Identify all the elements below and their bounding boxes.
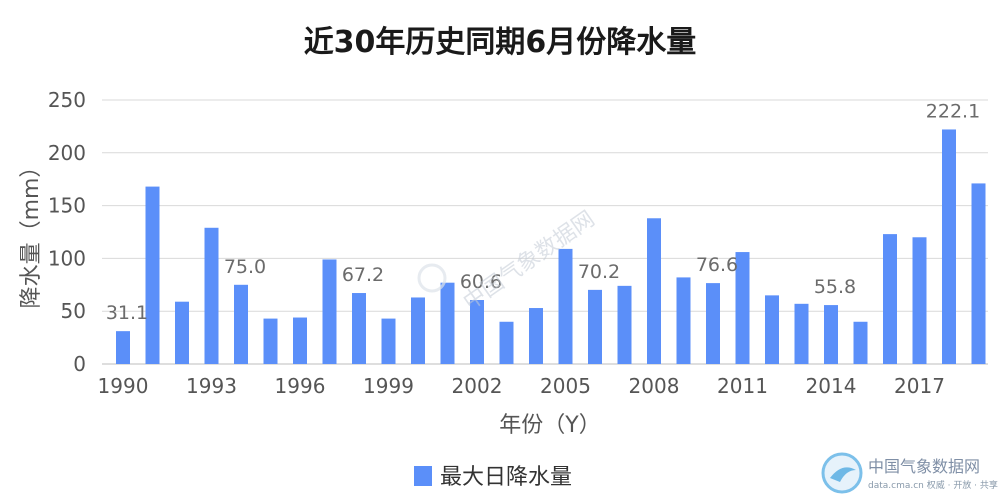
bar-2008 [647,218,661,364]
bars [116,129,986,364]
data-label: 31.1 [106,302,148,324]
data-label: 70.2 [578,261,620,283]
y-tick-label: 250 [48,88,86,112]
y-axis-title: 降水量（mm） [19,156,44,309]
brand-url: data.cma.cn 权威 · 开放 · 共享 [868,479,998,491]
x-tick-label: 2002 [452,374,503,398]
bar-2004 [529,308,543,364]
bar-1997 [322,259,337,364]
bar-2013 [794,303,809,364]
data-label: 60.6 [460,271,502,293]
bar-2018 [942,129,956,364]
bar-2014 [824,305,838,364]
x-axis-ticks: 1990 1993 1996 1999 2002 2005 2008 2011 2014 2017 [98,374,945,398]
watermark-brand: 中国气象数据网 data.cma.cn 权威 · 开放 · 共享 [821,452,998,494]
y-axis-ticks: 0 50 100 150 200 250 [48,88,86,376]
bar-2006 [588,289,602,364]
brand-name: 中国气象数据网 [868,457,980,476]
bar-1998 [352,293,366,364]
bar-2002 [470,300,484,364]
y-tick-label: 200 [48,141,86,165]
bar-1991 [145,186,160,364]
bar-2019 [971,183,986,364]
bar-1996 [293,317,307,364]
y-tick-label: 100 [48,246,86,270]
data-label: 55.8 [814,276,856,298]
bar-2010 [706,283,720,364]
data-label: 75.0 [224,256,266,278]
data-label: 76.6 [696,254,738,276]
x-tick-label: 1999 [363,374,414,398]
legend-swatch [414,466,432,486]
chart-title: 近30年历史同期6月份降水量 [304,25,697,60]
x-tick-label: 1990 [98,374,149,398]
bar-2017 [912,237,927,364]
y-tick-label: 50 [61,299,86,323]
data-labels: 31.1 75.0 67.2 60.6 70.2 76.6 55.8 222.1 [106,100,980,324]
x-tick-label: 2008 [629,374,680,398]
bar-2000 [411,297,425,364]
bar-2001 [440,282,455,364]
bar-2016 [883,234,897,364]
bar-2005 [558,248,573,364]
bar-2012 [765,295,779,364]
data-label: 222.1 [926,100,980,122]
bar-2011 [735,252,750,364]
x-tick-label: 2014 [806,374,857,398]
y-tick-label: 0 [73,352,86,376]
bar-1990 [116,331,130,364]
x-tick-label: 2011 [717,374,768,398]
legend-label: 最大日降水量 [440,465,572,490]
bar-2009 [676,277,691,364]
bar-1992 [175,301,189,364]
bar-2015 [853,321,868,364]
x-tick-label: 2017 [894,374,945,398]
y-tick-label: 150 [48,194,86,218]
bar-2007 [617,285,632,364]
bar-1993 [204,227,219,364]
x-tick-label: 2005 [540,374,591,398]
data-label: 67.2 [342,264,384,286]
bar-1999 [381,318,396,364]
x-axis-title: 年份（Y） [499,413,600,438]
legend: 最大日降水量 [414,465,572,490]
x-tick-label: 1993 [186,374,237,398]
bar-1995 [263,318,278,364]
gridlines [102,99,988,365]
watermark-logo-icon [417,263,447,293]
x-tick-label: 1996 [275,374,326,398]
bar-1994 [234,284,248,364]
bar-2003 [499,321,514,364]
brand-logo-swirl-icon [830,467,856,482]
